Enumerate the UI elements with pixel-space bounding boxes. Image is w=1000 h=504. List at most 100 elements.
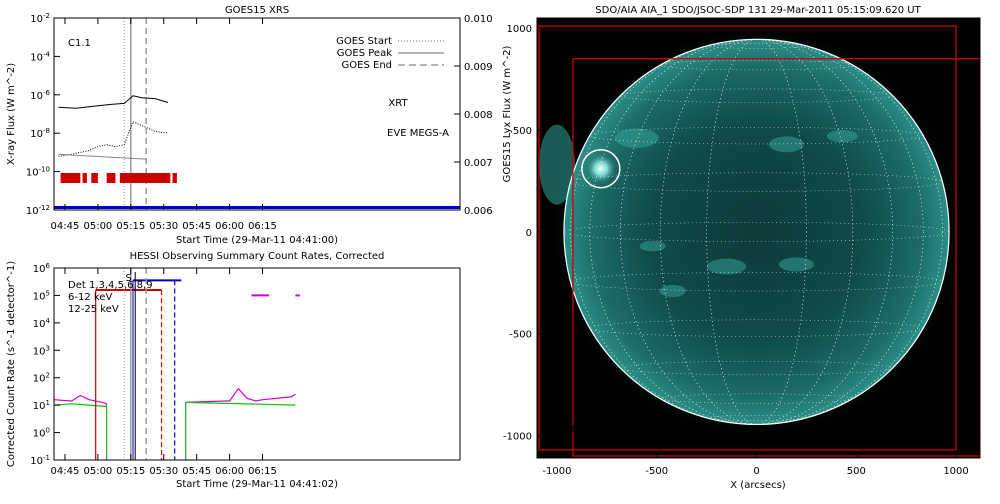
flare-location-circle <box>581 149 621 189</box>
longitude-grid-line <box>620 39 893 425</box>
hessi-x-tick-label: 05:15 <box>116 466 145 477</box>
aia-x-tick-label: 1000 <box>943 466 968 477</box>
limb-brightening <box>538 124 575 205</box>
aia-y-tick-label: -500 <box>509 330 532 341</box>
hessi-series-line-0 <box>185 387 296 403</box>
hessi-y-tick-label: 102 <box>33 372 50 385</box>
goes-chart-title: GOES15 XRS <box>225 5 289 16</box>
goes-legend-label: GOES Peak <box>337 48 392 59</box>
hessi-y-tick-label: 105 <box>33 289 50 302</box>
goes-series-line-1 <box>58 121 169 157</box>
longitude-grid-line <box>570 39 943 425</box>
active-region <box>826 130 858 143</box>
goes-y-tick-label: 10-4 <box>30 50 50 63</box>
xrt-fov-box <box>572 58 980 457</box>
hessi-x-tick-label: 05:30 <box>149 466 178 477</box>
hessi-x-tick-label: 05:45 <box>182 466 211 477</box>
hessi-legend-label: Det 1,3,4,5,6,8,9 <box>68 280 153 291</box>
aia-y-tick-label: 1000 <box>507 24 532 35</box>
eve-coverage-bar <box>54 206 460 209</box>
xrt-fov-box <box>538 25 957 451</box>
aia-y-tick-label: -1000 <box>503 432 532 443</box>
goes-legend-label: GOES End <box>342 60 392 71</box>
aia-x-tick-label: 500 <box>847 466 866 477</box>
xrt-fov-label: XRT FOV <box>549 424 592 435</box>
hessi-series-line-1 <box>54 403 107 408</box>
hessi-y-tick-label: 106 <box>33 262 51 275</box>
hessi-x-tick-label: 05:00 <box>83 466 112 477</box>
longitude-grid-line <box>706 39 807 425</box>
longitude-grid-line <box>589 39 924 425</box>
xrt-coverage-bar <box>91 173 98 183</box>
aia-x-tick-label: 0 <box>753 466 759 477</box>
solar-limb-circle <box>563 38 950 426</box>
aia-flare-location-label: O AIA flare location <box>547 36 643 47</box>
aia-chart-title: SDO/AIA AIA_1 SDO/JSOC-SDP 131 29-Mar-20… <box>595 5 921 16</box>
sun-disk <box>563 39 950 425</box>
longitude-grid-line <box>659 39 854 425</box>
goes-series-line-2 <box>58 153 147 160</box>
flare-bright-region <box>584 152 617 185</box>
active-region <box>706 258 747 275</box>
hessi-y-axis-label: Corrected Count Rate (s^-1 detector^-1) <box>6 261 17 467</box>
xrt-coverage-bar <box>172 173 177 183</box>
goes-series-line-0 <box>58 95 169 109</box>
goes-y2-tick-label: 0.007 <box>464 158 493 169</box>
aia-x-axis-label: X (arcsecs) <box>730 480 786 491</box>
hessi-series-line-1 <box>185 401 296 406</box>
goes-x-tick-label: 05:30 <box>149 221 178 232</box>
hessi-panel: HESSI Observing Summary Count Rates, Cor… <box>6 251 461 490</box>
xrt-coverage-bar <box>60 173 81 183</box>
eve-megs-a-label: EVE MEGS-A <box>387 128 449 139</box>
xrt-coverage-bar <box>82 173 87 183</box>
goes-y-tick-label: 10-6 <box>30 89 50 102</box>
goes-x-tick-label: 05:15 <box>116 221 145 232</box>
goes-flare-class-label: C1.1 <box>68 38 91 49</box>
hessi-legend-label: 12-25 keV <box>68 304 119 315</box>
xrt-label: XRT <box>388 98 408 109</box>
goes-y2-tick-label: 0.008 <box>464 110 493 121</box>
aia-y-tick-label: 500 <box>513 126 532 137</box>
goes-xrs-panel: GOES15 XRS 04:45 05:00 05:15 05:30 05:45 06:0… <box>6 5 513 246</box>
hessi-y-tick-label: 10-1 <box>30 454 50 467</box>
hessi-saa-label: S <box>125 273 131 284</box>
goes-x-tick-label: 06:00 <box>215 221 244 232</box>
goes-y-tick-label: 10-8 <box>30 127 50 140</box>
hessi-x-tick-label: 06:15 <box>248 466 277 477</box>
active-region <box>614 128 659 148</box>
goes-y-tick-label: 10-12 <box>26 204 50 217</box>
hessi-series-line-0 <box>54 394 107 405</box>
goes-legend-label: GOES Start <box>336 36 392 47</box>
xrt-coverage-bar <box>106 173 116 183</box>
aia-y-tick-label: 0 <box>526 228 532 239</box>
hessi-chart-title: HESSI Observing Summary Count Rates, Cor… <box>130 251 385 262</box>
goes-x-tick-label: 06:15 <box>248 221 277 232</box>
hessi-y-tick-label: 101 <box>33 399 50 412</box>
hessi-y-tick-label: 100 <box>33 427 50 440</box>
active-region <box>768 136 804 153</box>
goes-y2-tick-label: 0.006 <box>464 206 493 217</box>
goes-y2-tick-label: 0.009 <box>464 62 493 73</box>
goes-y2-tick-label: 0.010 <box>464 14 493 25</box>
goes-x-tick-label: 05:45 <box>182 221 211 232</box>
hessi-y-tick-label: 103 <box>33 344 50 357</box>
aia-x-tick-label: -1000 <box>542 466 571 477</box>
hessi-y-tick-label: 104 <box>33 317 51 330</box>
aia-x-tick-label: -500 <box>645 466 668 477</box>
hessi-legend-label: 6-12 keV <box>68 292 112 303</box>
goes-x-axis-label: Start Time (29-Mar-11 04:41:00) <box>176 235 338 246</box>
aia-image-panel: O AIA flare location XRT FOV SDO/AIA AIA_… <box>503 5 981 491</box>
goes-y-tick-label: 10-10 <box>26 166 50 179</box>
xrt-coverage-bar <box>119 173 171 183</box>
hessi-x-tick-label: 04:45 <box>51 466 80 477</box>
active-region <box>639 240 666 252</box>
hessi-x-axis-label: Start Time (29-Mar-11 04:41:02) <box>176 479 338 490</box>
goes-y-axis-label: X-ray Flux (W m^-2) <box>6 63 17 165</box>
active-region <box>778 257 814 272</box>
goes-y-tick-label: 10-2 <box>30 12 50 25</box>
active-region <box>659 284 686 298</box>
